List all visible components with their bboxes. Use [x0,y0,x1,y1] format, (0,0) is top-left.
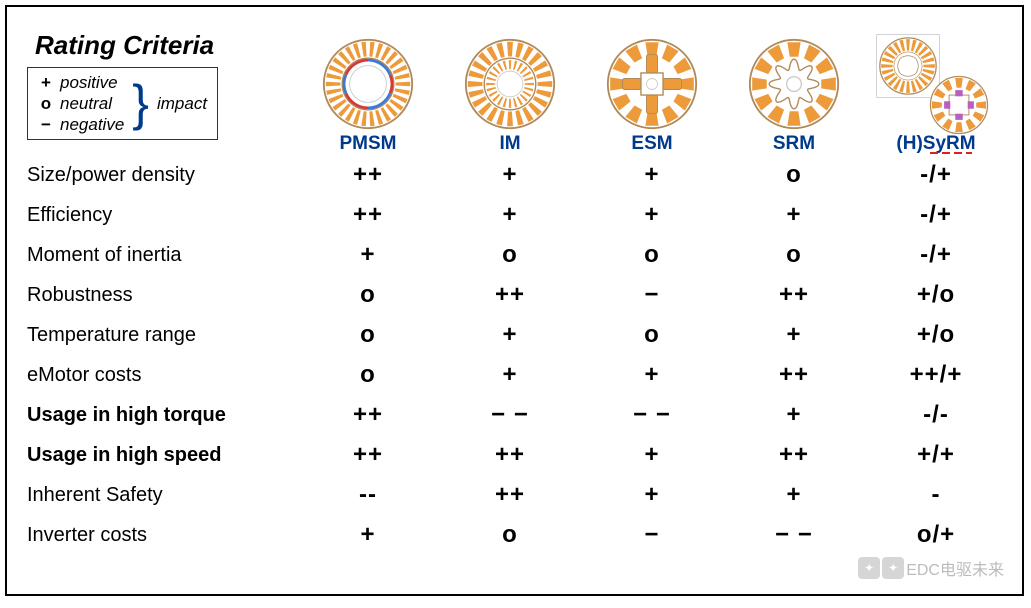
legend-negative-label: negative [60,114,124,135]
criterion-label: Inverter costs [27,524,297,547]
rating-value: + [581,441,723,469]
motor-header-srm: SRM [723,15,865,155]
srm-motor-icon [748,36,840,131]
rating-value: - [865,481,1007,509]
rating-value: +/o [865,321,1007,349]
im-motor-icon [464,36,556,131]
motor-label-pmsm: PMSM [340,133,397,155]
rating-value: − [581,521,723,549]
rating-value: + [581,201,723,229]
rating-value: + [439,361,581,389]
rating-value: o/+ [865,521,1007,549]
wechat-icon-2: ✦ [882,557,904,579]
rating-value: o [439,241,581,269]
rating-value: + [723,321,865,349]
rating-value: ++ [723,361,865,389]
rating-value: − [581,281,723,309]
rating-value: − − [581,401,723,429]
rating-value: +/+ [865,441,1007,469]
rating-value: -/+ [865,201,1007,229]
rating-value: ++ [439,281,581,309]
rating-value: + [297,241,439,269]
rating-value: + [439,201,581,229]
legend-brace-icon: } [132,81,149,126]
legend-neutral-label: neutral [60,93,112,114]
legend-positive-label: positive [60,72,118,93]
rating-value: ++ [723,441,865,469]
motor-header-im: IM [439,15,581,155]
rating-value: -- [297,481,439,509]
rating-value: + [439,161,581,189]
criterion-label: Usage in high speed [27,444,297,467]
comparison-grid: Rating Criteria +positive oneutral −nega… [27,15,1008,555]
criterion-label: Usage in high torque [27,404,297,427]
rating-value: ++ [297,201,439,229]
rating-value: + [297,521,439,549]
criterion-label: Moment of inertia [27,244,297,267]
rating-value: o [297,281,439,309]
rating-value: ++ [297,401,439,429]
rating-value: + [581,361,723,389]
rating-value: − − [439,401,581,429]
hsyrm-motor-icon [866,36,1006,131]
rating-value: ++/+ [865,361,1007,389]
rating-value: ++ [439,481,581,509]
motor-label-esm: ESM [631,133,672,155]
motor-label-hsyrm: (H)SyRM [896,133,975,155]
legend-symbols-col: + positive o neutral −negative [38,72,124,136]
rating-value: ++ [297,441,439,469]
rating-value: o [439,521,581,549]
rating-value: + [723,401,865,429]
criterion-label: Size/power density [27,164,297,187]
legend-positive-sym: + [38,72,54,93]
criteria-header-cell: Rating Criteria + positive o neutral −nega… [27,30,297,141]
legend-negative-sym: − [38,114,54,135]
rating-value: o [723,241,865,269]
rating-value: ++ [297,161,439,189]
rating-value: + [723,201,865,229]
criterion-label: Robustness [27,284,297,307]
rating-value: o [297,361,439,389]
rating-value: ++ [439,441,581,469]
rating-value: + [439,321,581,349]
rating-value: ++ [723,281,865,309]
rating-value: +/o [865,281,1007,309]
pmsm-motor-icon [322,36,414,131]
wechat-icon: ✦ [858,557,880,579]
rating-value: o [581,241,723,269]
rating-value: + [581,161,723,189]
rating-value: + [723,481,865,509]
motor-label-im: IM [499,133,520,155]
rating-value: -/+ [865,241,1007,269]
rating-value: o [581,321,723,349]
motor-header-hsyrm: (H)SyRM [865,15,1007,155]
criterion-label: Inherent Safety [27,484,297,507]
rating-value: -/+ [865,161,1007,189]
rating-value: -/- [865,401,1007,429]
rating-value: o [297,321,439,349]
rating-value: − − [723,521,865,549]
motor-header-pmsm: PMSM [297,15,439,155]
esm-motor-icon [606,36,698,131]
rating-value: o [723,161,865,189]
criterion-label: eMotor costs [27,364,297,387]
rating-value: + [581,481,723,509]
criterion-label: Temperature range [27,324,297,347]
criteria-title: Rating Criteria [27,30,297,61]
legend-box: + positive o neutral −negative } impact [27,67,218,141]
criterion-label: Efficiency [27,204,297,227]
legend-neutral-sym: o [38,93,54,114]
comparison-table-frame: Rating Criteria +positive oneutral −nega… [5,5,1024,596]
motor-label-srm: SRM [773,133,815,155]
watermark: ✦ ✦ EDC电驱未来 [858,556,1004,580]
motor-header-esm: ESM [581,15,723,155]
watermark-text: EDC电驱未来 [906,556,1004,580]
legend-impact-label: impact [157,94,207,114]
